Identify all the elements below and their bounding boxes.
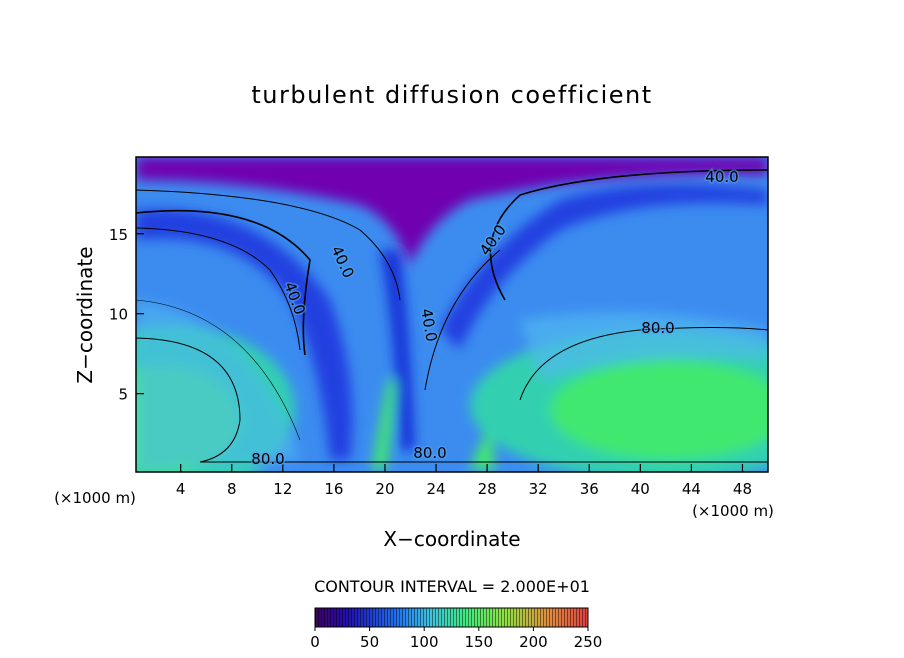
field: [136, 157, 768, 472]
x-tick-label: 40: [631, 480, 650, 498]
x-tick-label: 32: [529, 480, 548, 498]
x-axis-label: X−coordinate: [383, 527, 520, 551]
y-tick-label: 5: [118, 386, 128, 404]
x-tick-label: 28: [478, 480, 497, 498]
chart-title: turbulent diffusion coefficient: [251, 81, 652, 109]
contour-label: 40.0: [705, 168, 738, 186]
x-tick-label: 24: [426, 480, 445, 498]
x-unit-right: (×1000 m): [692, 502, 774, 520]
x-tick-label: 4: [176, 480, 186, 498]
colorbar-tick-label: 100: [410, 633, 439, 651]
contour-lines: [136, 169, 768, 463]
contour-label: 80.0: [251, 450, 284, 468]
plot-frame: [135, 156, 769, 473]
x-tick-label: 36: [580, 480, 599, 498]
y-tick-label: 15: [109, 226, 128, 244]
contour-label: 40.0: [417, 307, 441, 343]
colorbar-tick-label: 250: [574, 633, 603, 651]
x-tick-label: 16: [324, 480, 343, 498]
colorbar-tick-label: 50: [360, 633, 379, 651]
x-tick-label: 44: [682, 480, 701, 498]
x-tick-label: 12: [273, 480, 292, 498]
x-tick-label: 8: [227, 480, 237, 498]
contour-interval: CONTOUR INTERVAL = 2.000E+01: [314, 577, 590, 596]
y-axis-label: Z−coordinate: [73, 246, 97, 383]
y-tick-label: 10: [109, 306, 128, 324]
colorbar-tick-label: 200: [519, 633, 548, 651]
contour-label: 80.0: [641, 319, 674, 337]
x-tick-label: 20: [375, 480, 394, 498]
x-tick-label: 48: [733, 480, 752, 498]
colorbar-frame: [314, 607, 589, 628]
contour-label: 80.0: [413, 444, 446, 462]
x-unit-left: (×1000 m): [54, 489, 136, 507]
colorbar-tick-label: 150: [464, 633, 493, 651]
colorbar-tick-label: 0: [310, 633, 320, 651]
